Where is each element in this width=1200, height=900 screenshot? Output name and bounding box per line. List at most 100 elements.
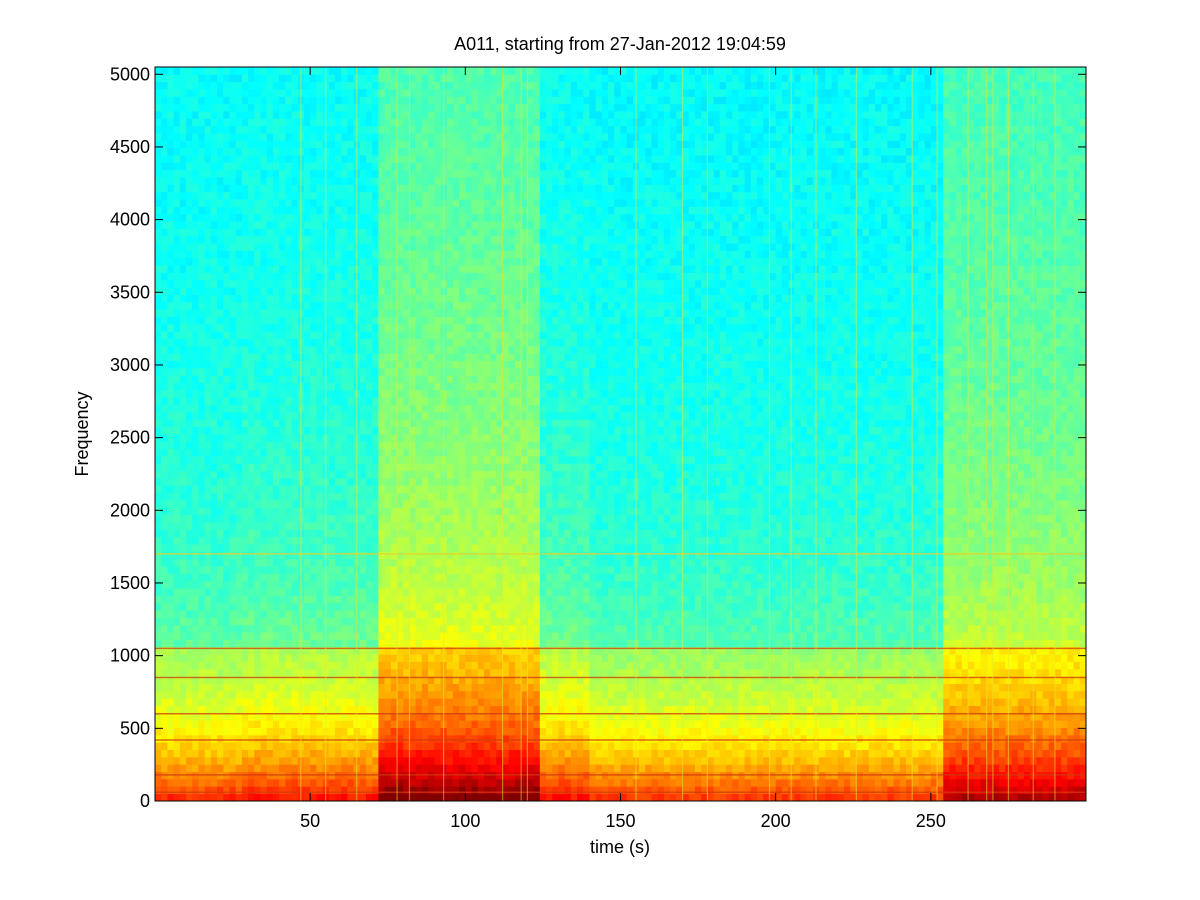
heatmap-cell	[192, 287, 199, 295]
heatmap-cell	[416, 581, 423, 589]
heatmap-cell	[198, 177, 205, 185]
heatmap-cell	[198, 126, 205, 134]
heatmap-cell	[453, 463, 460, 471]
heatmap-cell	[285, 632, 292, 640]
heatmap-cell	[267, 221, 274, 229]
heatmap-cell	[434, 654, 441, 662]
heatmap-cell	[385, 669, 392, 677]
heatmap-cell	[205, 559, 212, 567]
heatmap-cell	[192, 456, 199, 464]
heatmap-cell	[223, 221, 230, 229]
heatmap-cell	[310, 551, 317, 559]
heatmap-cell	[248, 177, 255, 185]
heatmap-cell	[366, 706, 373, 714]
heatmap-cell	[167, 133, 174, 141]
heatmap-cell	[229, 742, 236, 750]
heatmap-cell	[205, 684, 212, 692]
heatmap-cell	[292, 170, 299, 178]
heatmap-cell	[428, 317, 435, 325]
heatmap-cell	[434, 419, 441, 427]
heatmap-cell	[279, 427, 286, 435]
heatmap-cell	[211, 82, 218, 90]
heatmap-cell	[304, 148, 311, 156]
heatmap-cell	[453, 383, 460, 391]
heatmap-cell	[155, 588, 162, 596]
heatmap-cell	[186, 595, 193, 603]
heatmap-cell	[236, 573, 243, 581]
heatmap-cell	[217, 221, 224, 229]
heatmap-cell	[205, 662, 212, 670]
heatmap-cell	[310, 287, 317, 295]
heatmap-cell	[236, 221, 243, 229]
heatmap-cell	[267, 397, 274, 405]
heatmap-cell	[273, 148, 280, 156]
heatmap-cell	[279, 441, 286, 449]
heatmap-cell	[180, 133, 187, 141]
heatmap-cell	[316, 140, 323, 148]
heatmap-cell	[360, 691, 367, 699]
heatmap-cell	[453, 104, 460, 112]
heatmap-cell	[236, 735, 243, 743]
heatmap-cell	[397, 162, 404, 170]
heatmap-cell	[341, 551, 348, 559]
heatmap-cell	[385, 735, 392, 743]
heatmap-cell	[459, 478, 466, 486]
heatmap-cell	[285, 427, 292, 435]
heatmap-cell	[347, 258, 354, 266]
heatmap-cell	[186, 456, 193, 464]
heatmap-cell	[329, 317, 336, 325]
heatmap-cell	[310, 537, 317, 545]
heatmap-cell	[335, 573, 342, 581]
heatmap-cell	[434, 750, 441, 758]
heatmap-cell	[304, 610, 311, 618]
heatmap-cell	[428, 735, 435, 743]
heatmap-cell	[422, 221, 429, 229]
heatmap-cell	[372, 566, 379, 574]
heatmap-cell	[409, 720, 416, 728]
heatmap-cell	[447, 353, 454, 361]
heatmap-cell	[279, 750, 286, 758]
heatmap-cell	[416, 698, 423, 706]
heatmap-cell	[347, 728, 354, 736]
heatmap-cell	[285, 397, 292, 405]
heatmap-cell	[198, 588, 205, 596]
heatmap-cell	[304, 794, 311, 802]
heatmap-cell	[167, 89, 174, 97]
heatmap-cell	[310, 735, 317, 743]
heatmap-cell	[161, 390, 168, 398]
heatmap-cell	[422, 309, 429, 317]
heatmap-cell	[167, 302, 174, 310]
heatmap-cell	[198, 339, 205, 347]
heatmap-cell	[186, 610, 193, 618]
heatmap-cell	[434, 324, 441, 332]
heatmap-cell	[155, 757, 162, 765]
heatmap-cell	[267, 155, 274, 163]
heatmap-cell	[217, 493, 224, 501]
heatmap-cell	[254, 140, 261, 148]
heatmap-cell	[447, 632, 454, 640]
heatmap-cell	[273, 662, 280, 670]
heatmap-cell	[279, 206, 286, 214]
heatmap-cell	[397, 559, 404, 567]
heatmap-cell	[254, 434, 261, 442]
heatmap-cell	[205, 500, 212, 508]
heatmap-cell	[279, 625, 286, 633]
heatmap-cell	[335, 566, 342, 574]
heatmap-cell	[223, 111, 230, 119]
heatmap-cell	[459, 515, 466, 523]
heatmap-cell	[211, 522, 218, 530]
heatmap-cell	[304, 397, 311, 405]
heatmap-cell	[261, 273, 268, 281]
heatmap-cell	[211, 258, 218, 266]
heatmap-cell	[366, 118, 373, 126]
heatmap-cell	[385, 537, 392, 545]
heatmap-cell	[422, 515, 429, 523]
heatmap-cell	[285, 236, 292, 244]
heatmap-cell	[292, 485, 299, 493]
heatmap-cell	[167, 566, 174, 574]
heatmap-cell	[167, 529, 174, 537]
heatmap-cell	[372, 456, 379, 464]
heatmap-cell	[397, 757, 404, 765]
heatmap-cell	[155, 390, 162, 398]
heatmap-cell	[453, 353, 460, 361]
